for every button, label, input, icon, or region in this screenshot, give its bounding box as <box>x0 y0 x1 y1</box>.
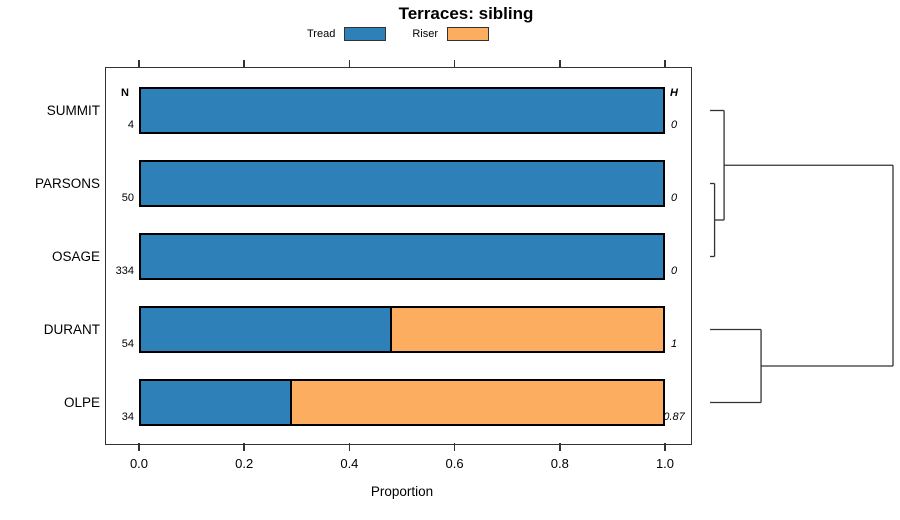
bar-segment-tread <box>141 162 663 205</box>
legend-swatch-riser <box>447 27 489 41</box>
bar-segment-riser <box>391 308 663 351</box>
category-label: SUMMIT <box>46 102 100 118</box>
n-value: 334 <box>115 265 134 277</box>
x-tick-bottom <box>453 443 456 451</box>
h-column-header: H <box>670 87 678 99</box>
n-value: 34 <box>121 411 134 423</box>
stacked-bar <box>139 379 665 426</box>
x-tick-label: 0.0 <box>129 456 149 471</box>
x-tick-bottom <box>559 443 561 451</box>
n-value: 50 <box>121 192 134 204</box>
legend: Tread Riser <box>307 27 489 41</box>
stacked-bar <box>139 87 665 134</box>
stacked-bar <box>139 160 665 207</box>
x-tick-top <box>664 60 666 68</box>
x-axis-label: Proportion <box>370 484 434 499</box>
chart-title: Terraces: sibling <box>398 4 534 23</box>
stacked-bar <box>139 233 665 280</box>
category-label: PARSONS <box>34 175 100 191</box>
x-tick-bottom <box>664 443 666 451</box>
h-value: 0.87 <box>663 411 685 423</box>
h-value: 0 <box>670 192 678 204</box>
n-value: 4 <box>127 119 134 131</box>
x-tick-label: 0.6 <box>445 456 464 471</box>
x-tick-top <box>348 60 351 68</box>
n-column-header: N <box>121 87 129 99</box>
h-value: 0 <box>670 119 678 131</box>
category-label: OLPE <box>63 394 100 410</box>
bar-segment-tread <box>141 235 663 278</box>
h-value: 0 <box>670 265 678 277</box>
x-tick-top <box>243 60 245 68</box>
x-tick-label: 0.8 <box>550 456 569 471</box>
bar-segment-riser <box>292 381 663 424</box>
legend-swatch-tread <box>344 27 387 41</box>
x-tick-label: 0.2 <box>235 456 254 471</box>
bar-segment-tread <box>141 381 293 424</box>
legend-item-tread: Tread <box>307 27 387 41</box>
legend-label-tread: Tread <box>307 28 336 40</box>
x-tick-bottom <box>348 443 351 451</box>
x-tick-label: 1.0 <box>655 456 675 471</box>
x-tick-top <box>559 60 561 68</box>
stacked-bar <box>139 306 665 353</box>
plot-area <box>105 67 692 445</box>
category-label: DURANT <box>43 321 100 337</box>
bar-segment-tread <box>141 89 663 132</box>
legend-label-riser: Riser <box>412 28 438 40</box>
x-tick-top <box>453 60 456 68</box>
n-value: 54 <box>121 338 134 350</box>
x-tick-bottom <box>138 443 140 451</box>
x-tick-top <box>138 60 140 68</box>
x-tick-bottom <box>243 443 245 451</box>
h-value: 1 <box>670 338 678 350</box>
bar-segment-tread <box>141 308 392 351</box>
category-label: OSAGE <box>51 248 100 264</box>
legend-item-riser: Riser <box>412 27 489 41</box>
x-tick-label: 0.4 <box>340 456 359 471</box>
